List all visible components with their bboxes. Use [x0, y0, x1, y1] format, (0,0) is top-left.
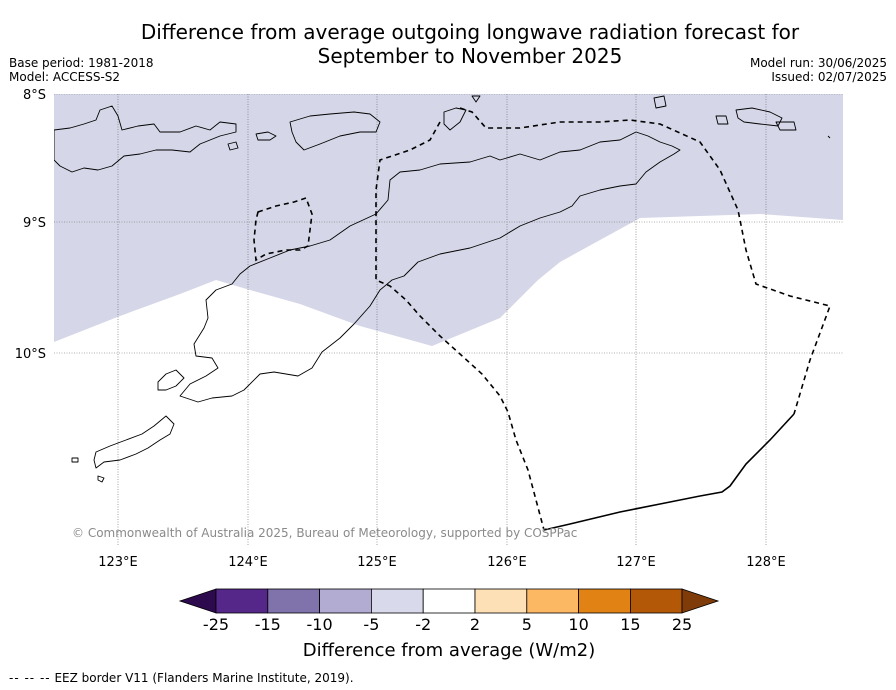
coast-small-island-6: [715, 115, 729, 125]
lon-label-125: 125°E: [357, 555, 397, 570]
eez-border-west: [375, 121, 545, 531]
colorbar-under-arrow: [178, 588, 217, 614]
model-run-label: Model run: 30/06/2025: [749, 56, 887, 70]
coast-small-island-9: [471, 95, 481, 103]
coast-small-island-3: [653, 95, 667, 109]
coast-atauro-island: [443, 107, 467, 131]
coast-rote-island: [157, 369, 185, 391]
colorbar-ticks: -25 -15 -10 -5 -2 2 5 10 15 25: [203, 615, 692, 634]
lon-label-126: 126°E: [487, 555, 527, 570]
cb-tick-2: -15: [255, 615, 281, 634]
cb-tick-4: -5: [363, 615, 379, 634]
model-label: Model: ACCESS-S2: [9, 70, 121, 84]
coast-small-island-7: [71, 457, 79, 463]
coast-small-island-2: [227, 141, 239, 151]
colorbar-swatch-5: [422, 588, 476, 614]
colorbar-swatch-6: [474, 588, 528, 614]
lat-label-9: 9°S: [23, 216, 46, 231]
colorbar-swatch-8: [578, 588, 631, 614]
eez-border-oecusse: [253, 196, 313, 262]
issued-label: Issued: 02/07/2025: [771, 70, 887, 84]
title-line-1: Difference from average outgoing longwav…: [140, 20, 800, 44]
eez-border-solid: [543, 413, 795, 531]
coast-timor-island: [179, 131, 681, 403]
cb-tick-5: -2: [415, 615, 431, 634]
cb-tick-10: 25: [672, 615, 692, 634]
colorbar-over-arrow: [681, 588, 720, 614]
title-line-2: September to November 2025: [317, 44, 623, 68]
cb-tick-1: -25: [203, 615, 229, 634]
colorbar-swatch-1: [215, 588, 269, 614]
eez-legend-text: EEZ border V11 (Flanders Marine Institut…: [54, 671, 354, 685]
cb-tick-8: 10: [568, 615, 588, 634]
cb-tick-6: 2: [470, 615, 480, 634]
colorbar-swatch-3: [319, 588, 372, 614]
coastlines: [54, 95, 831, 483]
copyright-notice: © Commonwealth of Australia 2025, Bureau…: [72, 526, 578, 540]
lon-axis-labels: 123°E 124°E 125°E 126°E 127°E 128°E: [98, 555, 786, 570]
coast-small-island-8: [97, 475, 105, 483]
coast-small-island-5: [775, 121, 797, 131]
chart-title: Difference from average outgoing longwav…: [110, 20, 830, 68]
lon-label-124: 124°E: [228, 555, 268, 570]
lon-label-127: 127°E: [616, 555, 656, 570]
cb-tick-9: 15: [620, 615, 640, 634]
colorbar-swatch-9: [630, 588, 683, 614]
base-period-label: Base period: 1981-2018: [9, 56, 154, 70]
coast-alor-group: [54, 105, 237, 173]
eez-border-main: [459, 107, 832, 415]
coast-small-island-1: [255, 131, 277, 141]
lon-label-123: 123°E: [98, 555, 138, 570]
coast-small-island-10: [827, 135, 831, 139]
meta-left: Base period: 1981-2018 Model: ACCESS-S2: [9, 56, 154, 84]
colorbar-swatch-4: [370, 588, 424, 614]
lat-axis-labels: 8°S 9°S 10°S: [15, 88, 46, 362]
coast-sawu-island: [93, 415, 175, 469]
footnote: -- -- -- EEZ border V11 (Flanders Marine…: [9, 671, 354, 685]
lon-label-128: 128°E: [746, 555, 786, 570]
lat-label-8: 8°S: [23, 88, 46, 103]
eez-border: [253, 107, 832, 531]
colorbar-swatch-7: [526, 588, 579, 614]
coast-wetar-island: [289, 111, 381, 151]
anomaly-region: [54, 94, 843, 346]
colorbar: [178, 588, 720, 614]
meta-right: Model run: 30/06/2025 Issued: 02/07/2025: [750, 56, 887, 84]
cb-tick-3: -10: [307, 615, 333, 634]
colorbar-title: Difference from average (W/m2): [302, 640, 596, 661]
gridlines: [54, 94, 843, 546]
colorbar-swatch-2: [267, 588, 320, 614]
cb-tick-7: 5: [522, 615, 532, 634]
lat-label-10: 10°S: [15, 347, 46, 362]
eez-legend-marker: -- -- --: [9, 671, 51, 685]
map-area: [54, 94, 843, 546]
